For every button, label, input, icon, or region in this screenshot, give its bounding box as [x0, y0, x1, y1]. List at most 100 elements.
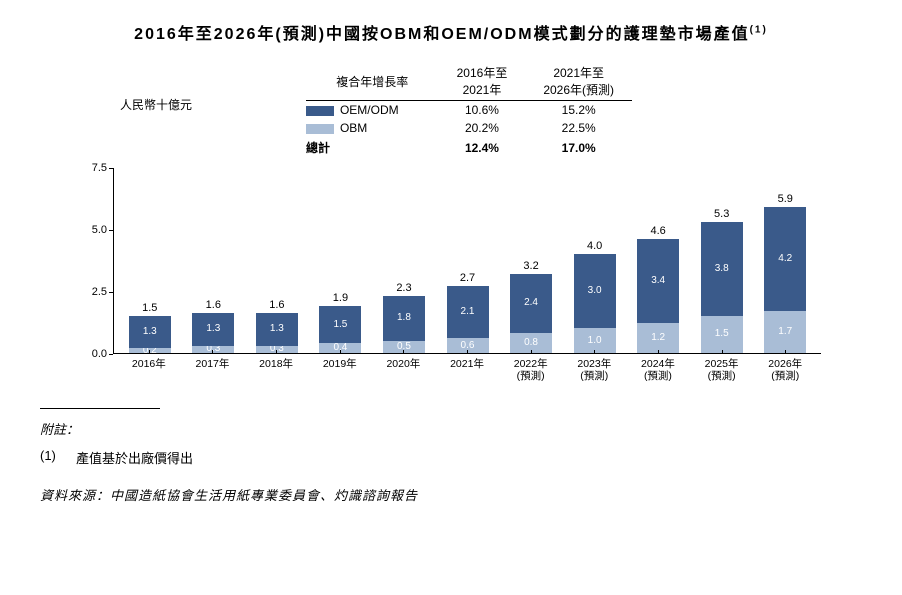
bar-stack: 1.7 4.2	[764, 207, 806, 353]
bar-total-label: 2.7	[460, 272, 475, 284]
legend-label: OEM/ODM	[340, 103, 399, 117]
bar-column: 4.6 1.2 3.4	[626, 168, 690, 353]
x-label-wrap: 2024年 (預測)	[626, 354, 690, 378]
x-label-wrap: 2018年	[244, 354, 308, 378]
title-sup: (1)	[750, 25, 768, 36]
x-axis-labels: 2016年2017年2018年2019年2020年2021年2022年 (預測)…	[113, 354, 821, 378]
bar-total-label: 1.6	[269, 299, 284, 311]
cagr-header-center: 複合年增長率	[306, 62, 439, 101]
bar-column: 1.60.31.3	[245, 168, 309, 353]
x-label-wrap: 2019年	[308, 354, 372, 378]
bar-stack: 1.0 3.0	[574, 254, 616, 353]
cagr-table: 複合年增長率 2016年至 2021年 2021年至 2026年(預測) OEM…	[270, 62, 632, 158]
seg-value: 0.8	[524, 338, 538, 348]
bar-column: 2.7 0.62.1	[436, 168, 500, 353]
seg-value: 1.0	[588, 336, 602, 346]
x-label: 2018年	[244, 354, 308, 370]
cagr-value: 12.4%	[439, 137, 526, 158]
x-label-wrap: 2016年	[117, 354, 181, 378]
bar-total-label: 2.3	[396, 282, 411, 294]
footnote-rule	[40, 408, 160, 409]
bar-column: 3.20.82.4	[499, 168, 563, 353]
x-label-wrap: 2026年 (預測)	[753, 354, 817, 378]
cagr-value: 20.2%	[439, 119, 526, 137]
bar-seg-oem: 2.1	[447, 286, 489, 338]
bar-seg-obm: 1.5	[701, 316, 743, 353]
bar-column: 2.3 0.51.8	[372, 168, 436, 353]
bar-seg-oem: 1.3	[256, 313, 298, 345]
cagr-col1: 2016年至 2021年	[439, 62, 526, 101]
legend-swatch	[306, 124, 334, 134]
footnote-text: 產值基於出廠價得出	[76, 448, 193, 467]
bar-stack: 1.2 3.4	[637, 239, 679, 353]
bar-total-label: 5.3	[714, 208, 729, 220]
seg-value: 1.5	[715, 329, 729, 339]
bar-total-label: 4.6	[651, 225, 666, 237]
x-label-wrap: 2017年	[181, 354, 245, 378]
bar-column: 5.3 1.5 3.8	[690, 168, 754, 353]
x-label-wrap: 2022年 (預測)	[499, 354, 563, 378]
bar-column: 4.01.03.0	[563, 168, 627, 353]
bar-column: 1.9 0.41.5	[309, 168, 373, 353]
cagr-row: OBM 20.2%22.5%	[270, 119, 632, 137]
seg-value: 1.3	[270, 324, 284, 334]
x-label-wrap: 2020年	[372, 354, 436, 378]
cagr-value: 22.5%	[525, 119, 632, 137]
bar-stack: 0.62.1	[447, 286, 489, 353]
seg-value: 2.4	[524, 298, 538, 308]
bar-stack: 0.41.5	[319, 306, 361, 353]
bar-total-label: 5.9	[778, 193, 793, 205]
header-row: 人民幣十億元 複合年增長率 2016年至 2021年 2021年至 2026年(…	[40, 62, 862, 158]
legend-label: OBM	[340, 121, 367, 135]
footnote-number: (1)	[40, 448, 76, 467]
legend-label: 總計	[306, 141, 330, 155]
unit-label: 人民幣十億元	[120, 96, 192, 113]
bar-stack: 1.5 3.8	[701, 222, 743, 353]
bar-column: 1.60.31.3	[182, 168, 246, 353]
y-axis: 0.02.55.07.5	[81, 168, 113, 354]
bar-stack: 0.21.3	[129, 316, 171, 353]
footnote-section: 附註： (1) 產值基於出廠價得出 資料來源：中國造紙協會生活用紙專業委員會、灼…	[40, 408, 862, 504]
bar-seg-oem: 1.3	[129, 316, 171, 348]
cagr-col2: 2021年至 2026年(預測)	[525, 62, 632, 101]
bar-seg-oem: 3.4	[637, 239, 679, 323]
y-tick: 2.5	[92, 286, 107, 298]
cagr-value: 15.2%	[525, 101, 632, 120]
bar-total-label: 1.6	[206, 299, 221, 311]
x-label: 2016年	[117, 354, 181, 370]
seg-value: 1.3	[143, 327, 157, 337]
bar-total-label: 1.9	[333, 292, 348, 304]
bar-seg-oem: 1.3	[192, 313, 234, 345]
bar-stack: 0.8 2.4	[510, 274, 552, 353]
seg-value: 3.0	[588, 286, 602, 296]
bar-seg-oem: 3.8	[701, 222, 743, 316]
bar-seg-oem: 2.4	[510, 274, 552, 334]
bar-seg-oem: 1.5	[319, 306, 361, 343]
seg-value: 2.1	[461, 307, 475, 317]
footnote-heading: 附註：	[40, 419, 862, 438]
title-text: 2016年至2026年(預測)中國按OBM和OEM/ODM模式劃分的護理墊市場產…	[134, 26, 749, 43]
bar-seg-oem: 3.0	[574, 254, 616, 328]
bar-group: 1.5 0.21.3 1.60.31.31.60.31.3 1.9 0.41.5 2.3 0…	[114, 168, 821, 353]
plot-area: 1.5 0.21.3 1.60.31.31.60.31.3 1.9 0.41.5 2.3 0…	[113, 168, 821, 354]
y-tick: 7.5	[92, 162, 107, 174]
x-label: 2017年	[181, 354, 245, 370]
x-label-wrap: 2023年 (預測)	[562, 354, 626, 378]
x-label: 2023年 (預測)	[562, 354, 626, 382]
cagr-row: OEM/ODM10.6%15.2%	[270, 101, 632, 120]
x-label: 2021年	[435, 354, 499, 370]
x-label: 2024年 (預測)	[626, 354, 690, 382]
seg-value: 1.7	[778, 327, 792, 337]
x-label: 2022年 (預測)	[499, 354, 563, 382]
bar-column: 1.5 0.21.3	[118, 168, 182, 353]
seg-value: 4.2	[778, 254, 792, 264]
seg-value: 3.8	[715, 264, 729, 274]
cagr-table-wrap: 人民幣十億元 複合年增長率 2016年至 2021年 2021年至 2026年(…	[40, 62, 862, 158]
x-label-wrap: 2021年	[435, 354, 499, 378]
bar-stack: 0.51.8	[383, 296, 425, 353]
seg-value: 1.2	[651, 333, 665, 343]
source-line: 資料來源：中國造紙協會生活用紙專業委員會、灼識諮詢報告	[40, 485, 862, 504]
seg-value: 1.3	[206, 324, 220, 334]
bar-total-label: 1.5	[142, 302, 157, 314]
y-tick: 0.0	[92, 348, 107, 360]
